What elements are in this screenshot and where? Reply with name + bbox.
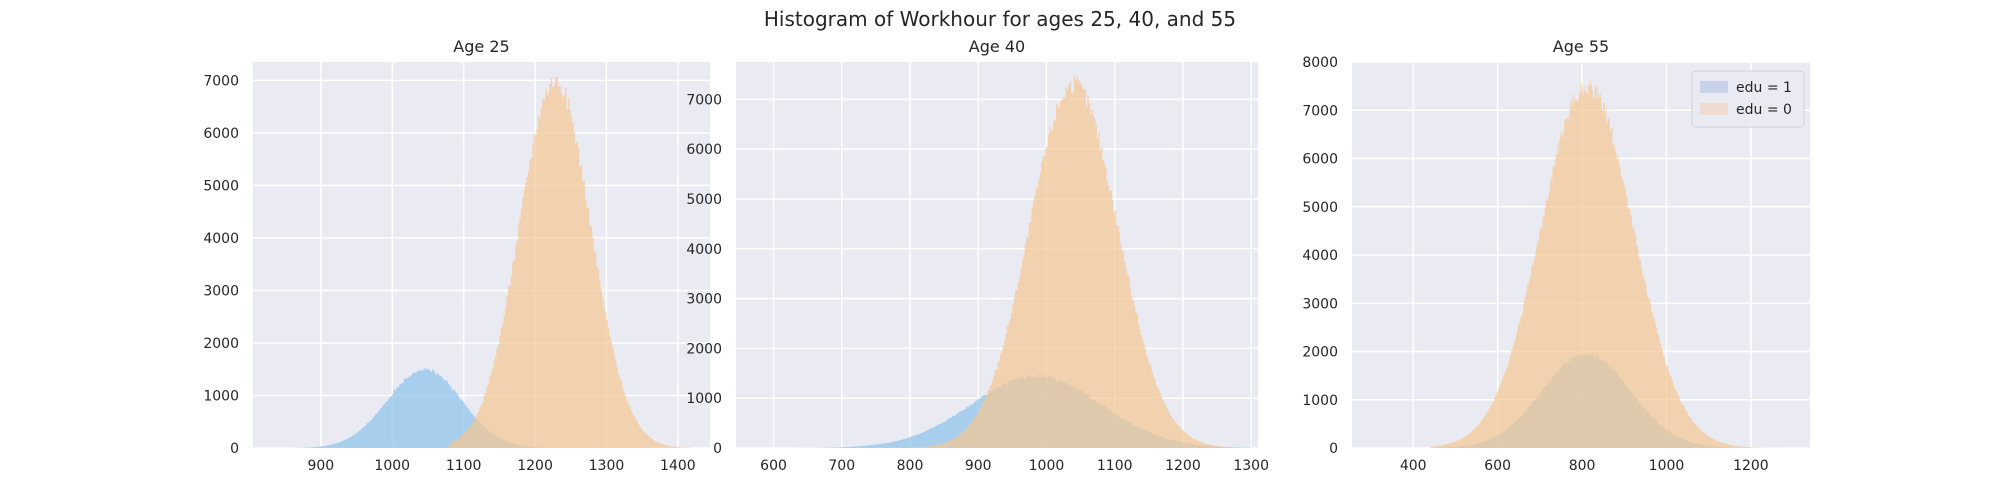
x-tick-label: 900 [307, 458, 334, 474]
figure-title: Histogram of Workhour for ages 25, 40, a… [764, 7, 1236, 31]
y-tick-label: 4000 [1302, 248, 1338, 264]
y-tick-label: 2000 [686, 341, 722, 357]
legend-label: edu = 0 [1736, 102, 1792, 118]
subplot-title: Age 40 [969, 37, 1025, 56]
x-tick-label: 1300 [1233, 458, 1269, 474]
x-tick-label: 1200 [1165, 458, 1201, 474]
x-tick-label: 1100 [1097, 458, 1133, 474]
x-tick-label: 600 [1484, 458, 1511, 474]
x-tick-label: 700 [828, 458, 855, 474]
y-tick-label: 3000 [1302, 296, 1338, 312]
y-tick-label: 4000 [686, 242, 722, 258]
subplot-age-40: Age 40 600 700 800 900 1000 1100 1200 1300 0 1000 2… [686, 37, 1269, 474]
legend-label: edu = 1 [1736, 80, 1792, 96]
y-tick-label: 1000 [686, 391, 722, 407]
y-tick-label: 3000 [686, 292, 722, 308]
y-tick-label: 7000 [203, 73, 239, 89]
plot-area [253, 62, 710, 448]
y-tick-label: 6000 [203, 126, 239, 142]
y-tick-label: 6000 [1302, 152, 1338, 168]
x-tick-label: 1400 [660, 458, 696, 474]
y-tick-label: 1000 [203, 388, 239, 404]
legend: edu = 1 edu = 0 [1691, 70, 1805, 128]
x-tick-label: 1000 [374, 458, 410, 474]
subplot-title: Age 25 [453, 37, 509, 56]
y-tick-label: 5000 [203, 178, 239, 194]
subplot-age-55: Age 55 400 600 800 1000 1200 0 1000 2000 3000 4000… [1302, 37, 1810, 474]
x-tick-label: 1200 [517, 458, 553, 474]
histogram-edu-0 [449, 77, 693, 448]
x-tick-label: 400 [1400, 458, 1427, 474]
y-tick-label: 5000 [1302, 200, 1338, 216]
x-tick-label: 1100 [446, 458, 482, 474]
subplot-age-25: Age 25 900 1000 1100 1200 1300 1400 0 1000 2000 30… [203, 37, 710, 474]
legend-swatch [1700, 103, 1728, 115]
y-tick-label: 5000 [686, 192, 722, 208]
subplot-title: Age 55 [1553, 37, 1609, 56]
y-tick-label: 7000 [686, 92, 722, 108]
x-tick-label: 1300 [589, 458, 625, 474]
histogram-edu-0 [1430, 80, 1785, 448]
y-tick-label: 7000 [1302, 103, 1338, 119]
x-tick-label: 800 [1569, 458, 1596, 474]
x-tick-label: 1200 [1733, 458, 1769, 474]
x-tick-label: 800 [897, 458, 924, 474]
y-tick-label: 6000 [686, 142, 722, 158]
y-tick-label: 4000 [203, 231, 239, 247]
legend-swatch [1700, 81, 1728, 93]
histogram-edu-0 [882, 75, 1231, 448]
y-tick-label: 0 [713, 441, 722, 457]
x-tick-label: 1000 [1029, 458, 1065, 474]
y-tick-label: 3000 [203, 283, 239, 299]
y-tick-label: 0 [1329, 441, 1338, 457]
histogram-edu-1 [292, 367, 564, 448]
y-tick-label: 2000 [1302, 345, 1338, 361]
x-tick-label: 900 [965, 458, 992, 474]
x-tick-label: 1000 [1649, 458, 1685, 474]
y-tick-label: 2000 [203, 336, 239, 352]
x-tick-label: 600 [760, 458, 787, 474]
y-tick-label: 8000 [1302, 55, 1338, 71]
y-tick-label: 1000 [1302, 393, 1338, 409]
y-tick-label: 0 [230, 441, 239, 457]
